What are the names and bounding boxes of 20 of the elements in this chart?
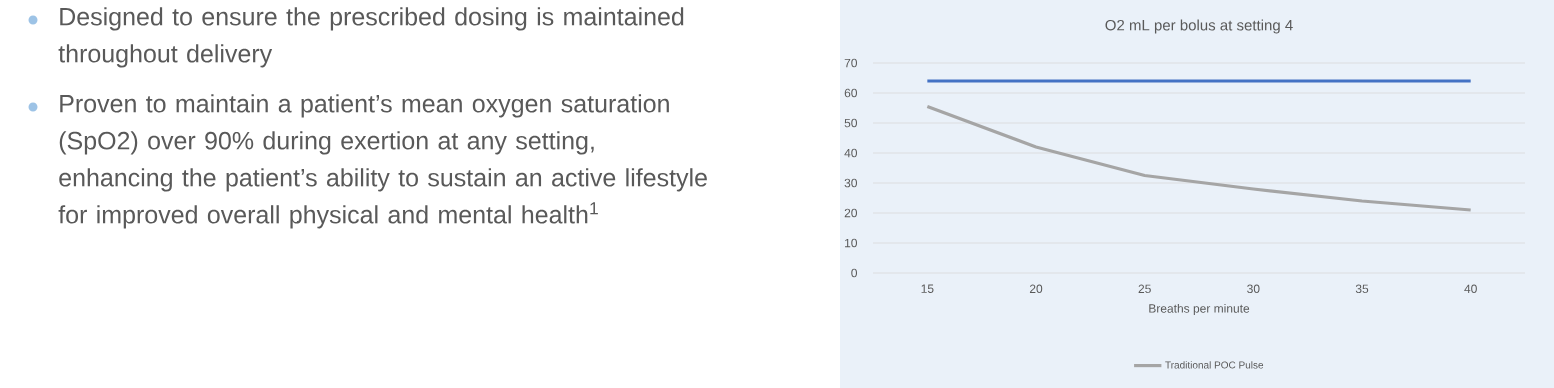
x-tick-label: 15 — [921, 284, 934, 293]
y-tick-label: 20 — [844, 208, 858, 218]
y-tick-label: 30 — [844, 178, 858, 188]
x-tick-label: 25 — [1138, 284, 1151, 294]
y-tick-label: 0 — [851, 268, 858, 278]
y-tick-label: 60 — [844, 88, 858, 98]
line-series — [925, 104, 1473, 212]
legend-label: Traditional POC Pulse — [1165, 361, 1264, 369]
text: Designed to ensure the prescribed dosing is maintained throughout delivery — [58, 7, 684, 68]
x-tick-label: 20 — [1029, 284, 1043, 294]
x-tick-label: 30 — [1247, 284, 1260, 294]
text: Proven to maintain a patient’s mean oxygen saturation (SpO2) over 90% during exertion at any setting, enhancing the patient’s ability to sustain an active lifestyle for improved overall physical and mental health$^{1}$ — [58, 94, 707, 229]
x-axis-title: Breaths per minute — [1149, 303, 1250, 316]
x-tick-label: 40 — [1464, 284, 1477, 294]
y-tick-label: 70 — [844, 58, 858, 68]
y-tick-label: 50 — [844, 118, 858, 128]
y-tick-label: 40 — [844, 148, 858, 158]
chart-title: O2 mL per bolus at setting 4 — [1105, 19, 1293, 34]
y-tick-label: 10 — [845, 238, 858, 248]
x-tick-label: 35 — [1355, 284, 1369, 294]
